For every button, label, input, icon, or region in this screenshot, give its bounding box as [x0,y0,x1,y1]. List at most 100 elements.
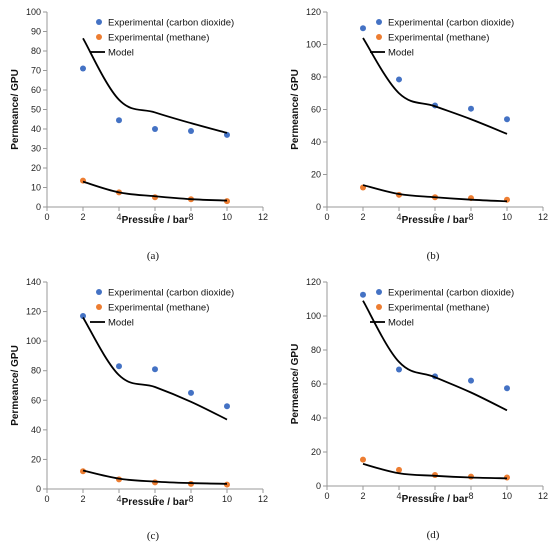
legend-co2-marker [376,19,382,25]
y-tick-label: 20 [311,447,321,457]
x-tick-label: 6 [152,212,157,222]
legend-ch4-label: Experimental (methane) [108,33,209,44]
legend-co2-marker [376,289,382,295]
y-tick-label: 60 [31,395,41,405]
co2-data-point [396,366,402,373]
y-tick-label: 30 [31,144,41,154]
x-tick-label: 8 [188,494,193,504]
y-tick-label: 70 [31,66,41,76]
y-tick-label: 80 [311,345,321,355]
y-tick-label: 20 [31,454,41,464]
caption-b: (b) [427,250,440,262]
y-axis-title: Permeance/ GPU [290,69,301,150]
ch4-data-point [396,466,402,473]
model-line [362,300,508,412]
y-tick-label: 90 [31,27,41,37]
y-tick-label: 60 [311,105,321,115]
y-tick-label: 100 [26,7,41,17]
y-tick-label: 120 [306,7,321,17]
x-tick-label: 4 [396,212,401,222]
ch4-data-point [360,456,366,463]
co2-data-point [468,377,474,384]
chart-panel-d: 0 20 40 60 80 100 120 0 2 4 6 8 10 12 Pressure / bar Pe… [280,272,550,542]
caption-c: (c) [147,530,160,542]
co2-data-point [152,126,158,132]
y-tick-label: 40 [311,413,321,423]
legend-co2-label: Experimental (carbon dioxide) [108,18,234,29]
x-tick-label: 2 [80,494,85,504]
co2-data-point [224,403,230,410]
chart-panel-c: 0 20 40 60 80 100 120 140 0 2 4 6 8 10 12 Pressure / ba… [0,272,270,542]
model-line [82,180,228,202]
legend-model-label: Model [108,318,134,329]
co2-data-point [80,65,86,72]
y-tick-label: 50 [31,105,41,115]
x-tick-label: 10 [502,212,512,222]
co2-data-point [504,385,510,392]
x-tick-label: 10 [222,494,232,504]
x-axis-title: Pressure / bar [402,494,469,505]
y-axis-title: Permeance/ GPU [10,69,21,150]
x-tick-label: 8 [468,212,473,222]
model-line [362,463,508,480]
legend-co2-label: Experimental (carbon dioxide) [388,18,514,29]
chart-c-svg: 0 20 40 60 80 100 120 140 0 2 4 6 8 10 12 Pressure / ba… [10,277,268,542]
legend-co2-marker [96,289,102,295]
legend-model-label: Model [388,48,414,59]
model-line [82,37,228,134]
co2-data-point [80,313,86,320]
y-tick-label: 0 [36,484,41,494]
legend-co2-marker [96,19,102,25]
y-tick-label: 20 [311,170,321,180]
x-tick-label: 2 [360,491,365,501]
legend-model-label: Model [108,48,134,59]
chart-b-svg: 0 20 40 60 80 100 120 0 2 4 6 8 10 12 Pressure / bar Pe… [290,7,548,262]
co2-data-point [116,363,122,370]
y-tick-label: 40 [311,137,321,147]
co2-data-point [360,291,366,298]
x-tick-label: 4 [396,491,401,501]
x-tick-label: 12 [538,491,548,501]
model-line [82,469,228,485]
co2-data-point [504,116,510,123]
x-tick-label: 4 [116,494,121,504]
y-tick-label: 0 [36,202,41,212]
co2-data-point [360,25,366,32]
y-tick-label: 80 [31,366,41,376]
y-tick-label: 10 [31,183,41,193]
x-tick-label: 10 [222,212,232,222]
x-tick-label: 0 [324,212,329,222]
caption-a: (a) [147,250,160,262]
x-tick-label: 12 [538,212,548,222]
x-axis-title: Pressure / bar [122,215,189,226]
y-tick-label: 100 [26,336,41,346]
y-tick-label: 80 [31,46,41,56]
y-tick-label: 20 [31,163,41,173]
y-tick-label: 120 [306,277,321,287]
co2-data-point [188,127,194,134]
y-tick-label: 100 [306,311,321,321]
y-tick-label: 0 [316,481,321,491]
x-tick-label: 12 [258,494,268,504]
chart-d-svg: 0 20 40 60 80 100 120 0 2 4 6 8 10 12 Pressure / bar Pe… [290,277,548,541]
y-tick-label: 140 [26,277,41,287]
y-tick-label: 60 [31,85,41,95]
co2-data-point [468,105,474,112]
chart-a-svg: 0 10 20 30 40 50 60 70 80 90 100 0 2 4 6 8 10 12 Pressure … [10,7,268,262]
x-tick-label: 2 [80,212,85,222]
y-tick-label: 40 [31,425,41,435]
y-tick-label: 60 [311,379,321,389]
y-tick-label: 40 [31,124,41,134]
x-tick-label: 0 [324,491,329,501]
legend-co2-label: Experimental (carbon dioxide) [388,288,514,299]
x-tick-label: 0 [44,494,49,504]
x-axis-title: Pressure / bar [402,215,469,226]
x-tick-label: 6 [432,491,437,501]
x-tick-label: 4 [116,212,121,222]
y-tick-label: 0 [316,202,321,212]
x-tick-label: 8 [188,212,193,222]
model-line [362,184,508,203]
x-tick-label: 2 [360,212,365,222]
chart-panel-b: 0 20 40 60 80 100 120 0 2 4 6 8 10 12 Pressure / bar Pe… [280,0,550,270]
model-line [82,317,228,421]
